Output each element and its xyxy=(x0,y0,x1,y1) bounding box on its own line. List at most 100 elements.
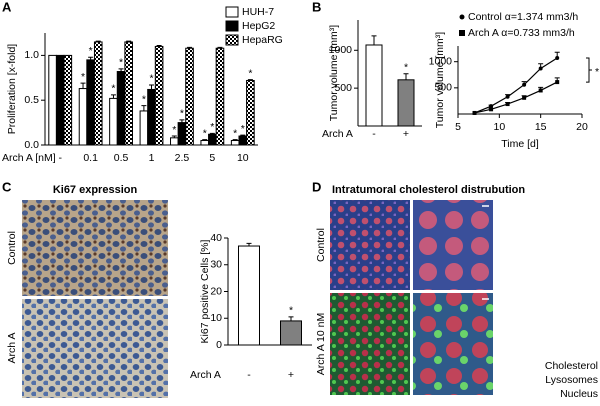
x-tick-label: 20 xyxy=(576,121,588,133)
legend-label: HepG2 xyxy=(242,20,275,32)
legend-swatch xyxy=(225,6,239,18)
marker xyxy=(472,110,477,115)
bar xyxy=(170,137,179,146)
x-tick-label: 2.5 xyxy=(175,152,190,164)
marker xyxy=(555,56,560,61)
bar xyxy=(215,47,225,146)
marker xyxy=(538,88,543,93)
line xyxy=(474,81,558,114)
y-tick-label: 1000 xyxy=(329,44,353,56)
x-tick-label: 10 xyxy=(493,121,505,133)
error-bar xyxy=(88,56,94,60)
error-bar xyxy=(288,316,294,321)
significance-mark: * xyxy=(241,123,245,135)
y-tick-label: 0.0 xyxy=(24,139,39,151)
bar xyxy=(365,44,383,127)
significance-mark: * xyxy=(142,93,146,105)
legend-marker xyxy=(459,14,465,20)
error-bar xyxy=(240,134,246,137)
x-tick-label: 1 xyxy=(149,152,155,164)
panel-letter: D xyxy=(312,179,321,194)
significance-mark: * xyxy=(81,71,85,83)
image-label: Arch A xyxy=(6,333,18,364)
micrograph xyxy=(22,200,168,296)
error-bar xyxy=(209,132,215,135)
bar xyxy=(63,54,73,146)
significance-mark: * xyxy=(210,121,214,133)
significance-bracket xyxy=(586,57,592,83)
marker xyxy=(489,107,494,112)
bar xyxy=(238,245,260,346)
bar xyxy=(124,41,133,146)
line xyxy=(474,57,558,114)
bar xyxy=(109,97,118,146)
x-tick-label: + xyxy=(403,128,409,140)
bar xyxy=(230,140,240,146)
error-bar xyxy=(217,46,223,49)
bar xyxy=(139,110,149,146)
marker xyxy=(505,102,510,107)
y-axis-label: Ki67 positive Cells [%] xyxy=(199,239,211,343)
bar xyxy=(147,88,156,146)
bar xyxy=(55,54,65,146)
legend-label: HepaRG xyxy=(242,34,283,46)
bar xyxy=(116,71,126,146)
y-axis-label: Tumor volume [mm³] xyxy=(434,32,446,129)
error-bar xyxy=(171,135,177,138)
error-bar xyxy=(403,73,409,80)
micrograph xyxy=(413,293,493,395)
significance-mark: * xyxy=(180,108,184,120)
error-bar xyxy=(179,119,185,123)
x-tick-label: 0.1 xyxy=(83,152,98,164)
image-legend-label: Lysosomes xyxy=(545,374,598,386)
micrograph xyxy=(22,299,168,398)
micrograph xyxy=(330,293,410,395)
significance-mark: * xyxy=(203,127,207,139)
error-bar xyxy=(232,139,238,141)
significance-mark: * xyxy=(119,57,123,69)
bar xyxy=(154,45,164,146)
x-tick-label: 5 xyxy=(209,152,215,164)
error-bar xyxy=(110,94,116,99)
y-tick-label: 1.0 xyxy=(24,49,39,61)
significance-mark: * xyxy=(289,305,293,317)
marker xyxy=(505,94,510,99)
y-tick-label: 20 xyxy=(210,285,222,297)
micrograph xyxy=(413,200,493,290)
bar xyxy=(177,122,187,146)
significance-mark: * xyxy=(595,66,599,78)
legend-label: Arch A α=0.733 mm3/h xyxy=(468,27,575,39)
significance-mark: * xyxy=(111,83,115,95)
panel-letter: B xyxy=(312,0,321,14)
bar xyxy=(86,59,95,146)
image-label: Arch A 10 nM xyxy=(315,313,327,375)
error-bar xyxy=(80,82,86,89)
y-tick-label: 40 xyxy=(210,232,222,244)
marker xyxy=(522,95,527,100)
bar xyxy=(78,88,88,146)
x-tick-label: 5 xyxy=(455,121,461,133)
y-axis-label: Proliferation [x-fold] xyxy=(6,44,18,135)
x-tick-label: 15 xyxy=(535,121,547,133)
micrograph xyxy=(330,200,410,290)
marker xyxy=(538,66,543,71)
panel-letter: C xyxy=(2,179,12,194)
bar xyxy=(208,133,217,146)
error-bar xyxy=(371,35,377,45)
significance-mark: * xyxy=(172,124,176,136)
y-tick-label: 500 xyxy=(434,82,452,94)
x-axis-label: Arch A [nM] xyxy=(2,152,56,164)
y-tick-label: 500 xyxy=(334,82,352,94)
significance-mark: * xyxy=(248,67,252,79)
legend-swatch xyxy=(225,20,239,32)
x-tick-label: 0.5 xyxy=(114,152,129,164)
significance-mark: * xyxy=(149,73,153,85)
x-tick-label: - xyxy=(58,152,62,164)
legend-swatch xyxy=(225,34,239,46)
bar xyxy=(200,140,210,146)
y-axis-label: Tumor volume [mm³] xyxy=(328,25,340,122)
y-tick-label: 30 xyxy=(210,259,222,271)
image-label: Control xyxy=(315,228,327,262)
x-tick-label: - xyxy=(247,369,251,381)
